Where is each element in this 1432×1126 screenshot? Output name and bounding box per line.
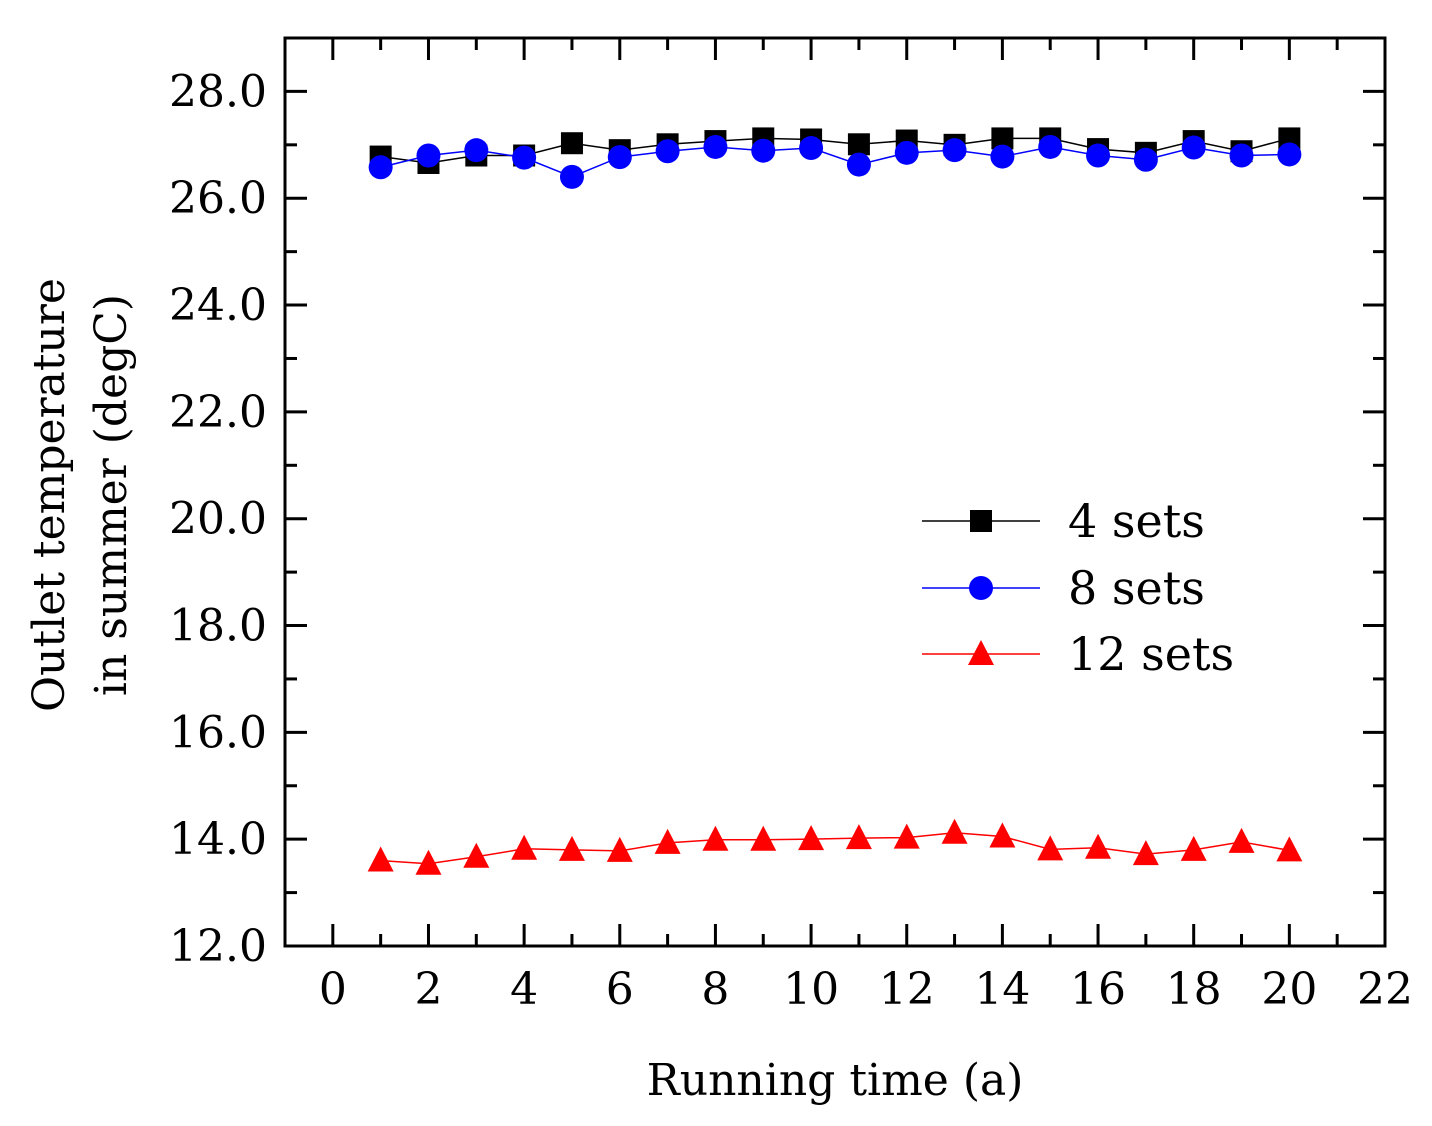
series-12-sets [367,818,1303,875]
data-point [751,138,776,163]
x-tick-label: 0 [319,964,347,1015]
x-tick-label: 14 [974,964,1030,1015]
series-4-sets [369,127,1301,174]
data-point [798,825,825,851]
series-8-sets [368,134,1302,189]
data-point [1086,143,1111,168]
legend-item: 4 sets [922,494,1205,548]
x-tick-label: 12 [879,964,935,1015]
data-point [1276,836,1303,862]
data-point [1229,143,1254,168]
data-point [654,828,681,854]
data-point [511,834,538,860]
data-point [512,145,537,170]
legend-marker [968,640,994,665]
data-point [1038,134,1063,159]
data-point [1277,142,1302,167]
x-axis-title: Running time (a) [647,1055,1024,1106]
y-tick-label: 20.0 [169,494,267,545]
data-point [463,842,490,868]
legend-marker [969,576,993,600]
data-point [990,144,1015,169]
y-tick-label: 28.0 [169,66,267,117]
y-axis-title-line-2: in summer (degC) [86,294,137,696]
y-axis-title: Outlet temperature in summer (degC) [24,278,137,712]
y-tick-label: 24.0 [169,280,267,331]
y-tick-label: 22.0 [169,387,267,438]
x-tick-label: 20 [1261,964,1317,1015]
legend-marker [970,510,992,532]
data-point [989,822,1016,848]
data-point [367,846,394,872]
data-point [750,825,777,851]
data-point [847,133,870,156]
legend-label: 12 sets [1068,627,1234,681]
data-point [894,140,919,165]
y-tick-label: 18.0 [169,601,267,652]
data-point [845,824,872,850]
data-point [1133,147,1158,172]
data-point [464,138,489,163]
legend-item: 8 sets [922,561,1205,615]
x-tick-label: 10 [783,964,839,1015]
data-point [1228,827,1255,853]
data-point [415,849,442,875]
x-tick-label: 6 [606,964,634,1015]
data-point [941,818,968,844]
data-point [942,138,967,163]
data-point [559,164,584,189]
x-tick-label: 22 [1357,964,1413,1015]
series-line [380,832,1290,865]
data-point [799,136,824,161]
data-point [703,134,728,159]
legend-label: 8 sets [1068,561,1205,615]
data-point [702,825,729,851]
data-point [655,139,680,164]
plot-frame [283,36,1387,948]
data-point [1181,135,1206,160]
data-point [846,152,871,177]
data-point [991,127,1014,150]
x-tick-label: 16 [1070,964,1126,1015]
y-axis-title-line-1: Outlet temperature [24,278,75,712]
data-point [558,835,585,861]
y-tick-label: 12.0 [169,921,267,972]
x-tick-label: 18 [1166,964,1222,1015]
y-tick-label: 26.0 [169,173,267,224]
data-point [416,143,441,168]
data-point [893,823,920,849]
data-point [606,836,633,862]
data-point [607,145,632,170]
y-tick-label: 16.0 [169,707,267,758]
data-point [1085,833,1112,859]
data-point [560,132,583,155]
x-tick-label: 4 [510,964,538,1015]
data-point [368,155,393,180]
data-point [1132,840,1159,866]
legend-label: 4 sets [1068,494,1205,548]
legend-item: 12 sets [922,627,1234,681]
y-tick-label: 14.0 [169,814,267,865]
x-tick-label: 2 [414,964,442,1015]
data-point [1037,835,1064,861]
data-point [1180,835,1207,861]
x-tick-label: 8 [701,964,729,1015]
